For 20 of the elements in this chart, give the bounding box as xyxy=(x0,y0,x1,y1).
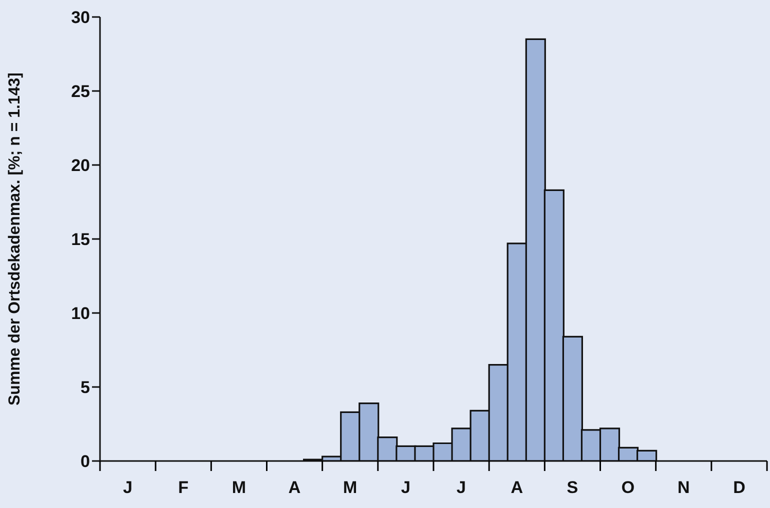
x-tick-label: J xyxy=(456,478,466,497)
x-tick-label: N xyxy=(677,478,690,497)
x-tick-label: A xyxy=(288,478,301,497)
y-axis-title: Summe der Ortsdekadenmax. [%; n = 1.143] xyxy=(6,72,24,406)
x-tick-label: M xyxy=(343,478,358,497)
y-tick-label: 5 xyxy=(80,378,90,398)
x-tick-label: J xyxy=(123,478,133,497)
y-tick-label: 15 xyxy=(71,230,90,250)
y-tick-label: 25 xyxy=(71,82,90,102)
y-tick-label: 30 xyxy=(71,8,90,28)
y-tick-label: 20 xyxy=(71,156,90,176)
x-tick-label: F xyxy=(178,478,189,497)
x-tick-label: M xyxy=(232,478,246,497)
x-tick-label: A xyxy=(510,478,524,497)
x-tick-label: D xyxy=(733,478,746,497)
x-tick-label: S xyxy=(566,478,578,497)
y-tick-label: 10 xyxy=(71,304,90,324)
y-tick-label: 0 xyxy=(80,452,90,472)
x-tick-label: J xyxy=(400,478,410,497)
x-tick-label: O xyxy=(621,478,635,497)
